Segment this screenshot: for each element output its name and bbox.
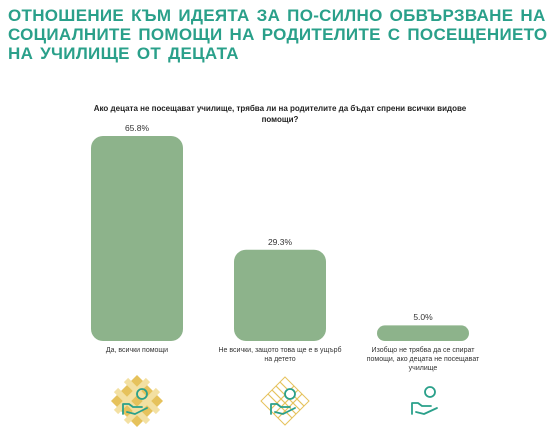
- value-label-yes-all: 65.8%: [124, 123, 150, 133]
- value-label-no-stop: 5.0%: [413, 312, 433, 323]
- hand-coin-icon: [110, 374, 164, 433]
- hand-coin-icon: [258, 374, 312, 433]
- category-label-yes-all: Да, всички помощи: [105, 347, 169, 354]
- chart-question: Ако децата не посещават училище, трябва …: [93, 104, 467, 124]
- bar-yes-all: [91, 136, 183, 341]
- category-label-not-all: Не всички, защото това ще е в ущърб на д…: [218, 347, 342, 363]
- page-title: ОТНОШЕНИЕ КЪМ ИДЕЯТА ЗА ПО-СИЛНО ОБВЪРЗВ…: [8, 6, 548, 63]
- category-label-no-stop: Изобщо не трябва да се спират помощи, ак…: [366, 347, 480, 372]
- bar-not-all: [234, 249, 326, 341]
- bar-no-stop: [377, 325, 469, 341]
- hand-coin-icon: [406, 381, 446, 426]
- value-label-not-all: 29.3%: [267, 236, 293, 247]
